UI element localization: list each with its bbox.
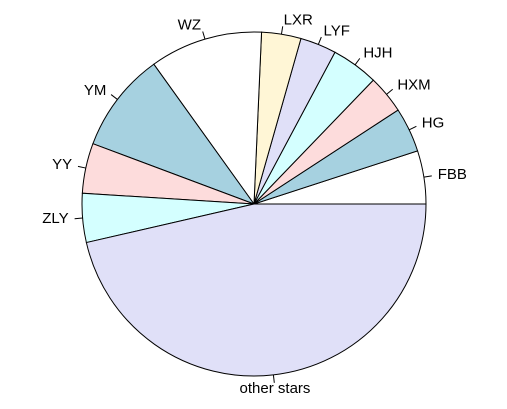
label-tick: [423, 175, 432, 178]
slice-label-lxr: LXR: [284, 11, 313, 28]
slice-label-fbb: FBB: [438, 166, 467, 183]
slice-label-zly: ZLY: [42, 210, 68, 227]
pie-slice-wz: [153, 31, 263, 206]
label-tick: [354, 58, 361, 66]
slice-label-wz: WZ: [178, 17, 201, 34]
slice-label-hjh: HJH: [363, 44, 392, 61]
label-tick: [110, 94, 118, 100]
label-tick: [74, 217, 83, 220]
slice-label-hxm: HXM: [397, 76, 430, 93]
slice-label-yy: YY: [52, 156, 72, 173]
label-tick: [408, 125, 417, 131]
slice-label-other-stars: other stars: [240, 380, 311, 397]
slice-label-ym: YM: [84, 82, 107, 99]
slice-label-lyf: LYF: [324, 22, 350, 39]
label-tick: [280, 26, 284, 35]
label-tick: [317, 36, 322, 45]
label-tick: [202, 31, 206, 40]
label-tick: [77, 165, 86, 169]
label-tick: [386, 88, 394, 95]
pie-labels: FBB HG HXM HJH LYF LXR WZ YM YY ZLY other stars: [42, 11, 467, 396]
slice-label-hg: HG: [422, 115, 445, 132]
label-tick: [272, 374, 275, 383]
pie-slice-ym: [92, 63, 256, 206]
pie-slices: [81, 31, 427, 377]
